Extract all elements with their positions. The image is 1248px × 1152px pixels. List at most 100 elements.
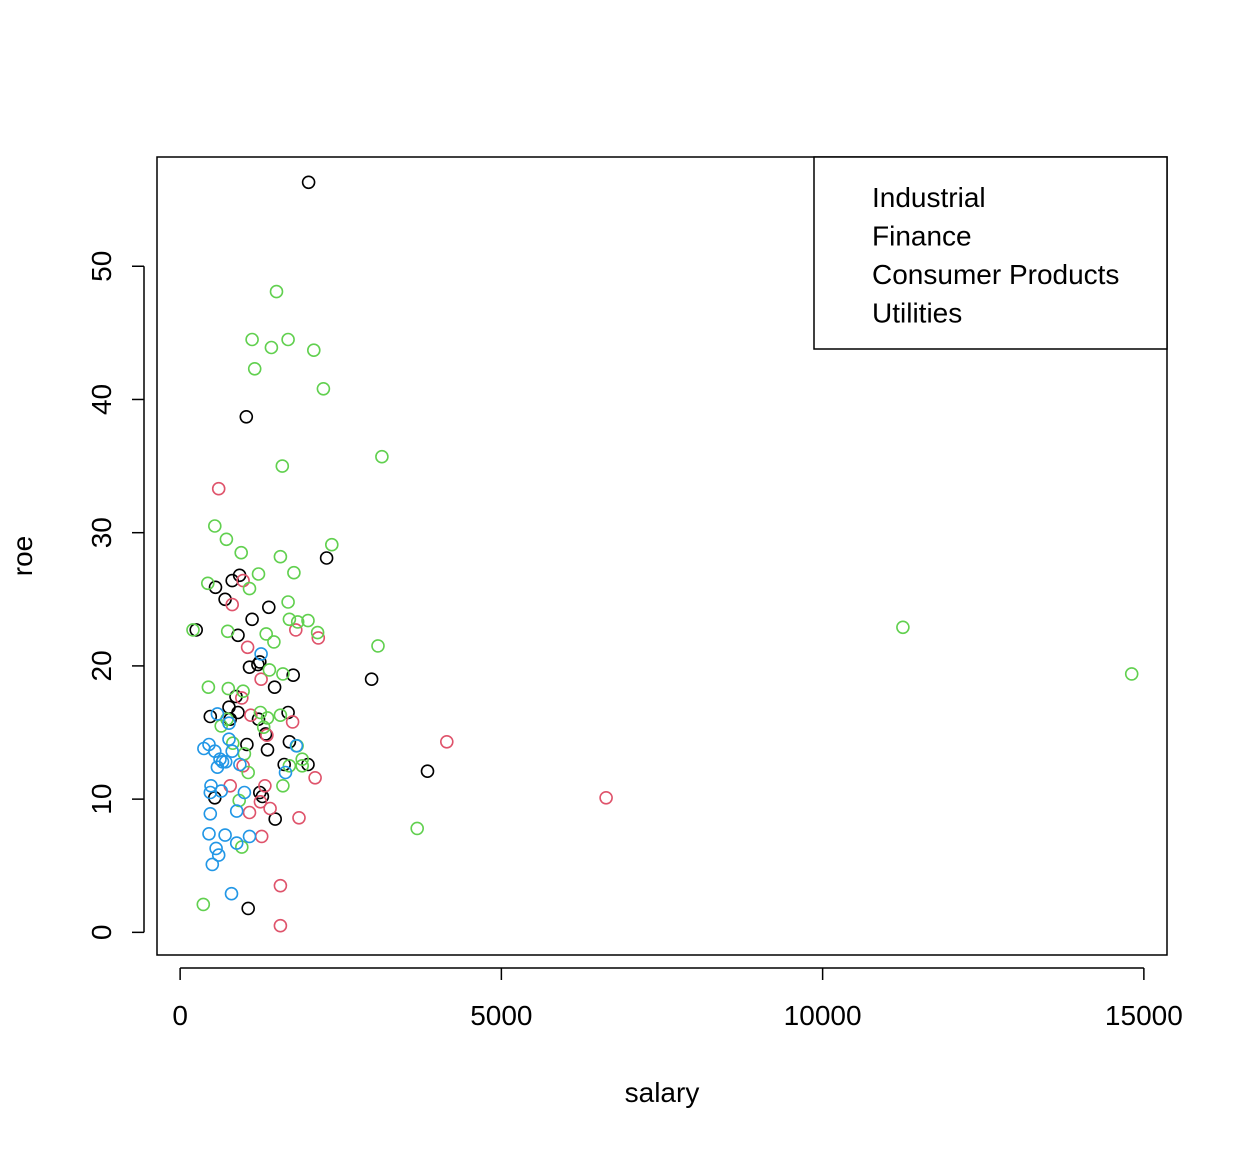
data-point — [205, 857, 220, 872]
data-point — [258, 727, 273, 741]
data-point — [290, 615, 305, 629]
x-tick-label: 5000 — [470, 1000, 532, 1031]
data-point — [222, 700, 236, 715]
y-tick-label: 10 — [86, 784, 117, 815]
data-point — [364, 672, 379, 687]
data-point — [310, 625, 325, 640]
data-point — [220, 624, 235, 639]
data-point — [242, 829, 257, 844]
data-point — [186, 623, 200, 637]
data-point — [319, 551, 334, 565]
data-point — [289, 738, 304, 753]
data-point — [308, 770, 322, 785]
data-point — [285, 715, 300, 729]
data-point — [208, 519, 222, 533]
data-point — [375, 449, 389, 464]
data-point — [263, 801, 277, 816]
data-point — [288, 623, 303, 637]
data-point — [295, 752, 310, 767]
data-point — [306, 343, 321, 358]
data-point — [224, 886, 239, 901]
data-point — [225, 744, 239, 759]
data-point — [240, 640, 255, 655]
legend-entry: Industrial — [872, 182, 986, 213]
data-point — [256, 720, 271, 735]
data-point — [273, 549, 288, 564]
y-axis-label: roe — [7, 536, 38, 576]
data-point — [225, 573, 239, 588]
data-point — [252, 655, 267, 669]
legend-entry: Consumer Products — [872, 259, 1119, 290]
data-point — [247, 361, 262, 376]
data-point — [273, 918, 288, 933]
data-point — [254, 829, 269, 844]
data-point — [276, 778, 290, 793]
series-utilities — [197, 647, 304, 901]
data-point — [267, 635, 281, 649]
y-tick-label: 30 — [86, 517, 117, 548]
data-point — [273, 708, 288, 723]
data-point — [241, 901, 255, 916]
data-point — [236, 684, 250, 699]
data-point — [301, 613, 315, 628]
data-point — [264, 340, 279, 355]
data-point — [287, 565, 301, 580]
data-point — [316, 381, 331, 396]
series-finance — [211, 481, 613, 933]
data-point — [229, 804, 244, 818]
data-point — [245, 332, 259, 347]
data-point — [240, 737, 254, 752]
data-point — [234, 545, 248, 560]
data-point — [239, 409, 254, 424]
data-point — [237, 785, 252, 800]
data-point — [410, 821, 425, 836]
data-point — [244, 708, 258, 723]
data-point — [253, 794, 268, 809]
data-point — [599, 790, 613, 805]
data-point — [254, 647, 268, 661]
data-point — [242, 805, 257, 820]
data-point — [215, 754, 230, 769]
data-point — [242, 581, 257, 596]
data-point — [273, 878, 288, 893]
data-point — [222, 732, 236, 747]
series-consumer-products — [186, 284, 1139, 912]
data-point — [276, 667, 290, 681]
x-tick-label: 15000 — [1105, 1000, 1183, 1031]
data-point — [420, 764, 435, 779]
data-point — [259, 627, 274, 641]
data-point — [210, 707, 225, 721]
x-axis: 0 5000 10000 15000 — [172, 967, 1183, 1031]
y-tick-label: 40 — [86, 384, 117, 415]
data-point — [196, 897, 211, 912]
data-point — [202, 826, 216, 841]
data-point — [268, 812, 283, 826]
data-point — [371, 639, 385, 653]
data-point — [201, 576, 215, 591]
data-point — [203, 806, 218, 821]
data-point — [277, 757, 292, 772]
y-tick-label: 20 — [86, 650, 117, 681]
data-point — [260, 711, 275, 725]
data-point — [896, 620, 910, 635]
data-point — [251, 567, 266, 581]
data-point — [281, 332, 295, 347]
data-point — [211, 848, 226, 862]
data-point — [208, 580, 223, 595]
data-point — [222, 716, 236, 731]
x-tick-label: 0 — [172, 1000, 188, 1031]
legend-entry: Finance — [872, 221, 972, 252]
data-point — [229, 836, 244, 850]
data-point — [278, 765, 293, 780]
data-point — [211, 481, 226, 496]
data-point — [269, 284, 284, 299]
data-point — [275, 459, 290, 473]
data-point — [219, 532, 234, 547]
data-point — [242, 660, 257, 675]
data-point — [295, 758, 310, 773]
data-point — [324, 537, 339, 552]
data-point — [282, 612, 297, 627]
data-point — [286, 668, 301, 683]
data-point — [241, 765, 255, 780]
data-point — [203, 709, 218, 724]
